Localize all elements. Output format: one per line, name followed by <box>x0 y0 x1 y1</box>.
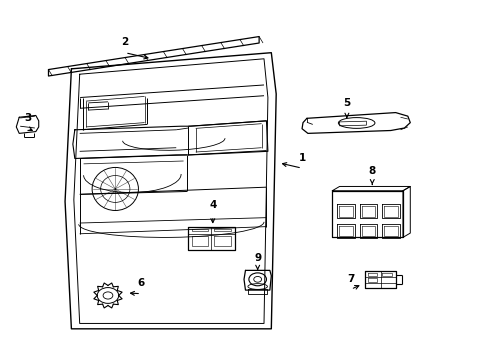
Text: 3: 3 <box>24 113 31 123</box>
Text: 4: 4 <box>209 201 216 211</box>
Text: 8: 8 <box>368 166 375 176</box>
Text: 1: 1 <box>298 153 305 163</box>
Text: 6: 6 <box>137 278 144 288</box>
Text: 5: 5 <box>343 98 350 108</box>
Text: 7: 7 <box>346 274 354 284</box>
Text: 9: 9 <box>254 253 261 263</box>
Text: 2: 2 <box>121 37 128 47</box>
